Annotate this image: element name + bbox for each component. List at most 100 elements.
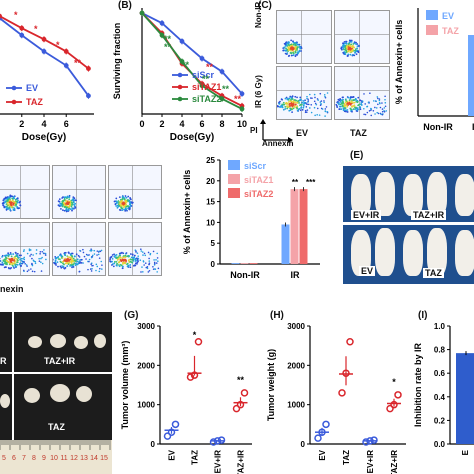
tumor — [50, 334, 66, 348]
flow-event — [136, 263, 138, 265]
x-tick-label: IR — [291, 270, 301, 280]
flow-event — [19, 262, 21, 265]
flow-event — [148, 263, 150, 266]
flow-event — [346, 55, 349, 57]
flow-event — [135, 257, 138, 260]
flow-event — [337, 98, 340, 101]
flow-event — [41, 250, 44, 253]
flow-event — [348, 99, 351, 102]
flow-event — [65, 210, 68, 213]
flow-event — [31, 263, 33, 266]
flow-event — [157, 260, 159, 262]
flow-event — [357, 96, 360, 99]
flow-event — [343, 40, 346, 43]
flow-event — [0, 263, 2, 266]
flow-event — [294, 50, 297, 53]
flow-event — [349, 47, 352, 50]
flow-event — [58, 254, 61, 256]
flow-event — [74, 262, 77, 265]
flow-event — [346, 105, 349, 108]
flow-event — [345, 46, 348, 49]
flow-event — [360, 104, 363, 106]
flow-event — [14, 251, 17, 254]
y-tick-label: 15 — [206, 198, 215, 207]
flow-event — [144, 262, 147, 264]
flow-event — [7, 196, 10, 199]
flow-event — [109, 258, 111, 261]
flow-event — [39, 253, 41, 255]
flow-event — [119, 257, 121, 259]
flow-event — [23, 249, 25, 251]
data-point — [314, 434, 322, 442]
flow-event — [350, 40, 353, 43]
flow-d-x-axis-label: nexin — [0, 284, 24, 294]
flow-event — [349, 103, 352, 106]
flow-event — [348, 49, 351, 52]
flow-event — [55, 264, 57, 266]
y-tick-label: 5 — [211, 239, 216, 248]
flow-event — [342, 102, 344, 105]
mouse — [455, 230, 474, 276]
flow-event — [93, 249, 96, 252]
flow-event — [370, 109, 372, 111]
flow-event — [142, 254, 144, 256]
flow-event — [26, 265, 28, 267]
flow-event — [352, 108, 355, 111]
flow-event — [383, 110, 386, 113]
flow-event — [296, 43, 299, 46]
flow-event — [82, 251, 85, 254]
flow-event — [352, 43, 355, 45]
flow-event — [113, 260, 116, 263]
flow-event — [288, 103, 291, 106]
flow-event — [309, 93, 311, 96]
flow-row-label-ir: IR (6 Gy) — [254, 75, 263, 108]
ruler-label: 12 — [70, 455, 78, 462]
flow-event — [347, 96, 350, 99]
flow-event — [56, 256, 59, 259]
flow-event — [17, 207, 20, 210]
x-tick-label: E — [461, 449, 470, 455]
flow-plot-d3 — [108, 165, 162, 219]
tumor — [0, 394, 10, 408]
flow-event — [78, 260, 80, 263]
flow-event — [287, 42, 290, 45]
flow-event — [68, 252, 70, 255]
panel-label-e: (E) — [350, 150, 364, 161]
bar — [281, 224, 290, 264]
flow-event — [299, 96, 302, 99]
flow-plot-d5 — [52, 222, 106, 276]
flow-event — [351, 50, 354, 53]
flow-event — [284, 52, 287, 55]
flow-event — [288, 44, 291, 47]
flow-event — [346, 111, 349, 113]
flow-event — [351, 53, 354, 56]
flow-event — [139, 259, 142, 261]
flow-event — [20, 254, 22, 257]
y-tick-label: 0 — [151, 440, 156, 449]
flow-event — [92, 264, 94, 267]
flow-event — [295, 46, 298, 48]
flow-event — [286, 98, 289, 101]
flow-event — [9, 199, 11, 202]
flow-event — [320, 100, 323, 102]
flow-event — [62, 200, 65, 202]
flow-event — [109, 260, 112, 263]
flow-event — [58, 198, 61, 201]
flow-event — [7, 255, 10, 258]
flow-event — [8, 203, 11, 206]
flow-event — [128, 255, 131, 257]
flow-event — [305, 106, 308, 108]
flow-event — [351, 45, 353, 48]
flow-event — [6, 254, 8, 257]
flow-event — [146, 267, 149, 270]
photo-label-taz: TAZ — [423, 268, 444, 278]
flow-event — [367, 101, 370, 104]
flow-event — [345, 51, 348, 54]
flow-event — [324, 115, 326, 117]
flow-event — [134, 249, 137, 251]
flow-event — [285, 96, 288, 99]
flow-event — [115, 254, 118, 256]
flow-event — [298, 49, 301, 52]
flow-event — [41, 262, 44, 265]
flow-event — [5, 196, 8, 199]
